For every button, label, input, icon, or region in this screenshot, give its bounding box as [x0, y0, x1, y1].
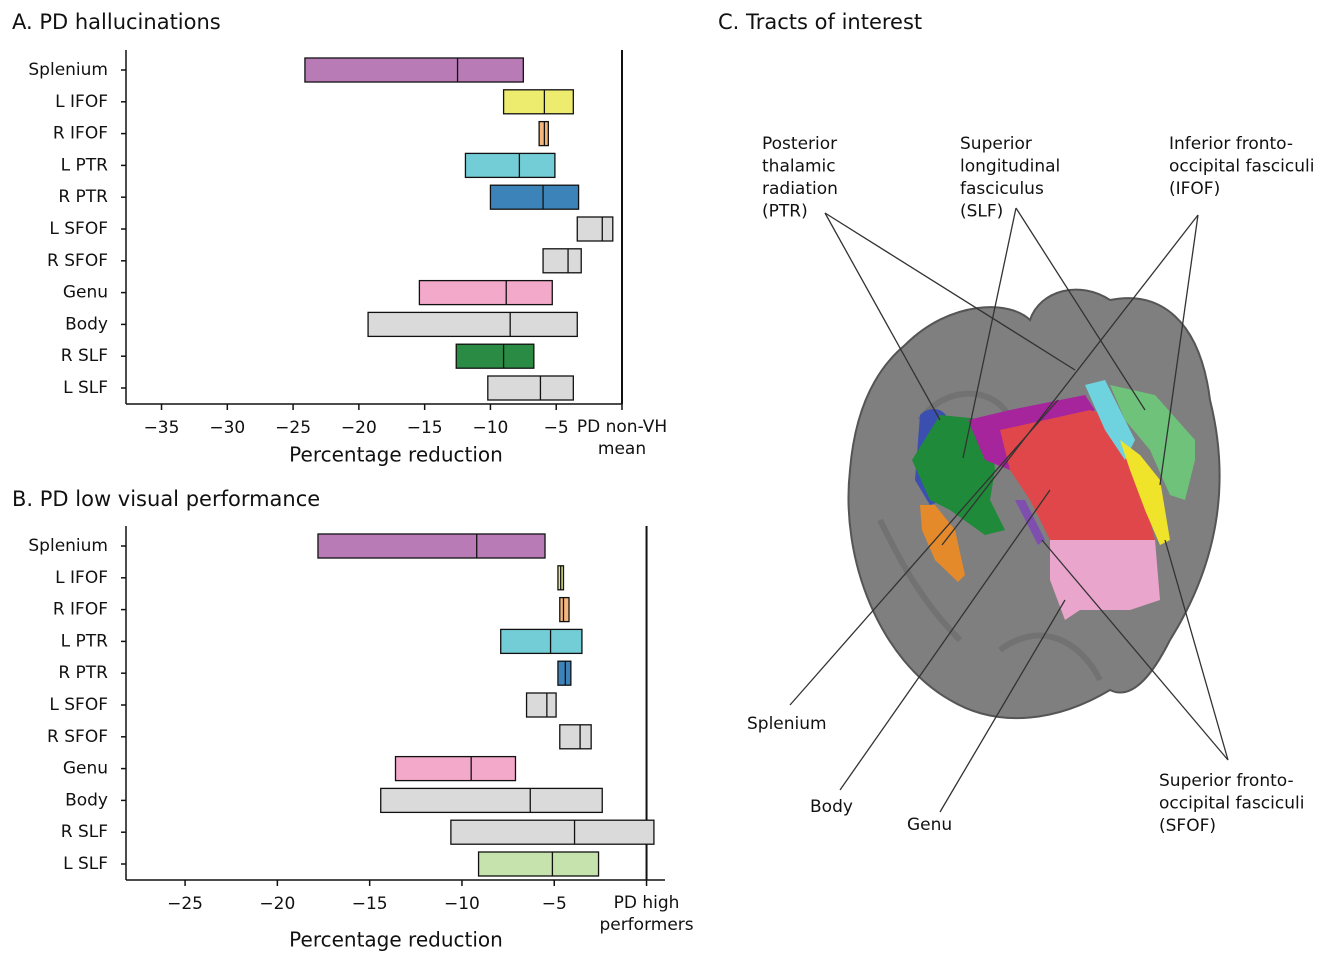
- tract-label-line: thalamic: [762, 157, 836, 177]
- tract-label-line: occipital fasciculi: [1159, 794, 1304, 814]
- tract-label-line: Body: [810, 797, 853, 817]
- tract-label-line: (IFOF): [1169, 179, 1220, 199]
- tract-label-line: (SLF): [960, 202, 1003, 222]
- range-bar: [450, 819, 655, 845]
- range-bar: [380, 787, 603, 814]
- tract-label-line: Superior: [960, 134, 1032, 154]
- range-bar: [477, 851, 600, 877]
- category-label: Genu: [63, 283, 108, 303]
- x-tick-label: −10: [472, 418, 508, 438]
- range-bar: [304, 57, 524, 83]
- category-label: L SLF: [63, 378, 108, 398]
- range-bar: [394, 755, 517, 782]
- category-label: L IFOF: [55, 568, 108, 588]
- range-bar: [542, 248, 582, 274]
- x-tick-label: −15: [407, 418, 443, 438]
- range-bar: [489, 184, 580, 210]
- category-label: R SLF: [61, 822, 108, 842]
- x-tick-label: PD high performers mean: [599, 893, 694, 942]
- range-bar: [559, 724, 592, 750]
- panel-title: C. Tracts of interest: [718, 10, 922, 34]
- tract-label-line: fasciculus: [960, 179, 1044, 199]
- x-tick-label: −10: [444, 894, 480, 914]
- range-bar: [538, 120, 549, 147]
- tract-label-line: Superior fronto-: [1159, 771, 1294, 791]
- range-bar: [418, 279, 553, 306]
- category-label: L SLF: [63, 854, 108, 874]
- category-label: L SFOF: [49, 695, 108, 715]
- range-bar: [559, 596, 570, 623]
- panel-title: A. PD hallucinations: [12, 10, 221, 34]
- x-tick-label: −15: [352, 894, 388, 914]
- x-axis-label: Percentage reduction: [289, 443, 503, 467]
- tract-label: Superior longitudinal fasciculus (SLF): [960, 134, 1060, 222]
- category-label: R SFOF: [47, 727, 108, 747]
- tract-label-line: Splenium: [747, 714, 827, 734]
- range-bar: [525, 692, 557, 718]
- tract-label: Superior fronto-occipital fasciculi (SFOF…: [1159, 771, 1304, 836]
- tract-label: Genu: [907, 815, 952, 835]
- range-bar: [487, 375, 574, 401]
- category-label: Splenium: [28, 60, 108, 80]
- x-tick-label: −35: [144, 418, 180, 438]
- x-axis-label: Percentage reduction: [289, 928, 503, 952]
- tract-label: Inferior fronto-occipital fasciculi (IFOF…: [1169, 134, 1314, 199]
- x-tick-label: −25: [167, 894, 203, 914]
- range-bar: [317, 533, 546, 559]
- x-tick-label: −20: [259, 894, 295, 914]
- x-tick-label: PD non-VH mean: [576, 417, 668, 459]
- panel-title: B. PD low visual performance: [12, 487, 320, 511]
- category-label: L IFOF: [55, 92, 108, 112]
- tract-label-line: longitudinal: [960, 157, 1060, 177]
- tract-label-line: radiation: [762, 179, 838, 199]
- x-tick-label: −5: [544, 418, 569, 438]
- category-label: R IFOF: [53, 600, 108, 620]
- category-label: Body: [65, 790, 108, 810]
- range-bar: [576, 216, 614, 242]
- tract-label-line: (PTR): [762, 202, 808, 222]
- tract-label-line: occipital fasciculi: [1169, 157, 1314, 177]
- range-bar: [455, 343, 535, 369]
- brain-image: [789, 207, 1229, 813]
- tract-label-line: Inferior fronto-: [1169, 134, 1293, 154]
- tract-label: Splenium: [747, 714, 827, 734]
- x-tick-label: PD high performers mean: [599, 893, 694, 942]
- category-label: Genu: [63, 759, 108, 779]
- range-bar: [500, 628, 583, 655]
- range-bar: [502, 89, 574, 115]
- category-label: L PTR: [61, 631, 109, 651]
- category-label: Splenium: [28, 536, 108, 556]
- range-bar: [367, 311, 578, 338]
- tract-label-line: (SFOF): [1159, 816, 1216, 836]
- category-label: L SFOF: [49, 219, 108, 239]
- category-label: L PTR: [61, 155, 109, 175]
- tract-label: Posterior thalamic radiation (PTR): [762, 134, 838, 222]
- x-tick-label: PD non-VH mean: [576, 417, 668, 459]
- tract-label-line: Posterior: [762, 134, 837, 154]
- tract-label-line: Genu: [907, 815, 952, 835]
- category-label: R PTR: [58, 187, 108, 207]
- range-bar: [464, 152, 556, 179]
- x-tick-label: −20: [341, 418, 377, 438]
- x-tick-label: −30: [209, 418, 245, 438]
- category-label: Body: [65, 314, 108, 334]
- category-label: R PTR: [58, 663, 108, 683]
- category-label: R IFOF: [53, 124, 108, 144]
- tract-label: Body: [810, 797, 853, 817]
- x-tick-label: −5: [542, 894, 567, 914]
- x-tick-label: −25: [275, 418, 311, 438]
- category-label: R SFOF: [47, 251, 108, 271]
- range-bar: [557, 660, 572, 686]
- category-label: R SLF: [61, 346, 108, 366]
